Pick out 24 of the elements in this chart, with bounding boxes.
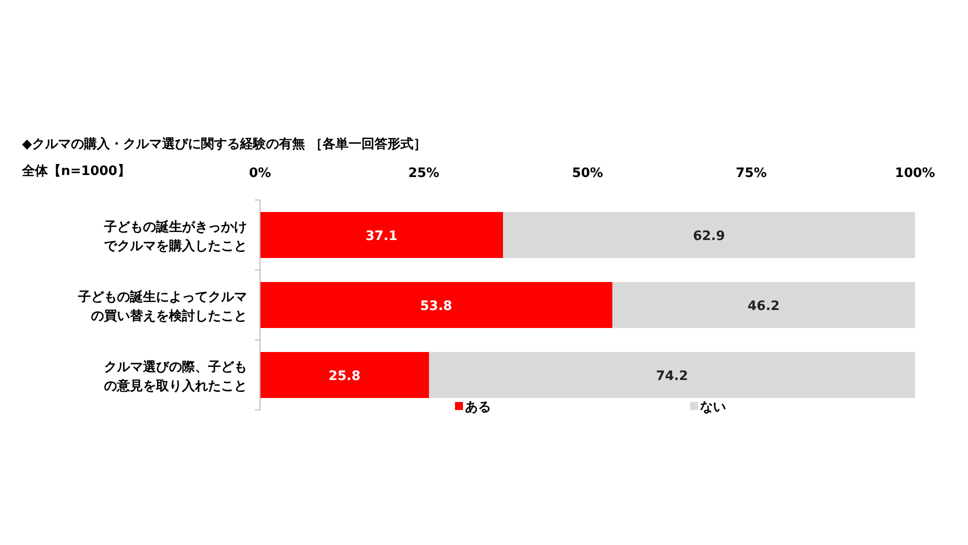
chart-title: ◆クルマの購入・クルマ選びに関する経験の有無 ［各単一回答形式］ (22, 136, 427, 152)
data-label: 46.2 (748, 299, 780, 314)
data-label: 53.8 (420, 299, 452, 314)
y-tick-label: クルマ選びの際、子どもの意見を取り入れたこと (104, 360, 247, 394)
data-label: 37.1 (365, 229, 398, 244)
x-tick-label: 75% (736, 166, 767, 181)
legend-label: ない (700, 400, 726, 415)
x-tick-label: 25% (408, 166, 440, 181)
bar (260, 212, 504, 258)
bar (612, 282, 915, 328)
data-label: 25.8 (328, 369, 361, 384)
bar (260, 352, 429, 398)
text: 全体【n=1000】 (21, 163, 130, 179)
legend-label: ある (465, 400, 491, 415)
y-tick-label: 子どもの誕生によってクルマの買い替えを検討したこと (77, 289, 247, 324)
x-tick-label: 0% (248, 166, 272, 181)
x-tick-label: 100% (894, 166, 936, 181)
bar (428, 352, 915, 398)
bar (260, 282, 612, 328)
bar (503, 212, 915, 258)
y-tick-label: 子どもの誕生がきっかけでクルマを購入したこと (103, 219, 247, 254)
x-tick-label: 50% (572, 166, 604, 181)
data-label: 74.2 (656, 369, 688, 384)
data-label: 62.9 (692, 229, 726, 244)
